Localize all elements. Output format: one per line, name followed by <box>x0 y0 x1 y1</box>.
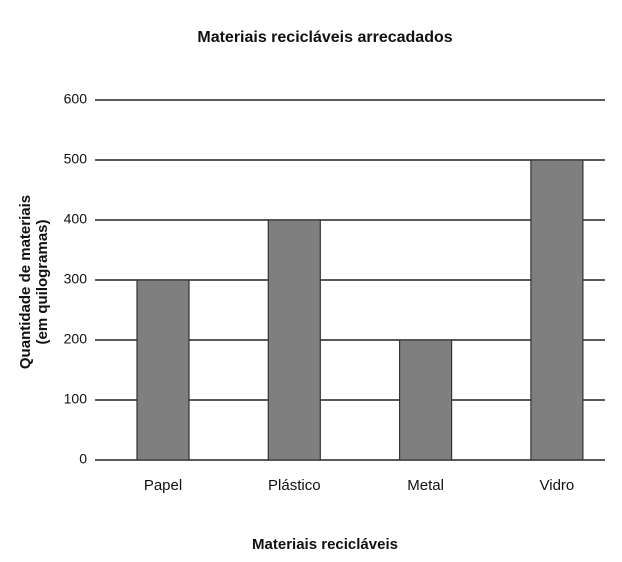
y-tick-label: 100 <box>64 391 88 407</box>
bar <box>399 339 453 461</box>
y-tick-label: 200 <box>64 331 88 347</box>
bar <box>136 279 190 461</box>
y-axis-label: Quantidade de materiais <box>17 195 34 369</box>
x-tick-label: Papel <box>144 477 182 494</box>
bar <box>267 219 321 461</box>
y-axis-label: (em quilogramas) <box>34 219 51 344</box>
x-tick-label: Metal <box>407 477 444 494</box>
y-tick-label: 400 <box>64 211 88 227</box>
y-tick-label: 0 <box>79 451 87 467</box>
y-tick-label: 600 <box>64 91 88 107</box>
x-tick-label: Vidro <box>540 477 575 494</box>
x-axis-label: Materiais recicláveis <box>252 536 398 553</box>
y-tick-label: 500 <box>64 151 88 167</box>
bar <box>530 159 584 461</box>
x-tick-label: Plástico <box>268 477 321 494</box>
chart-title: Materiais recicláveis arrecadados <box>197 29 452 46</box>
y-tick-label: 300 <box>64 271 88 287</box>
